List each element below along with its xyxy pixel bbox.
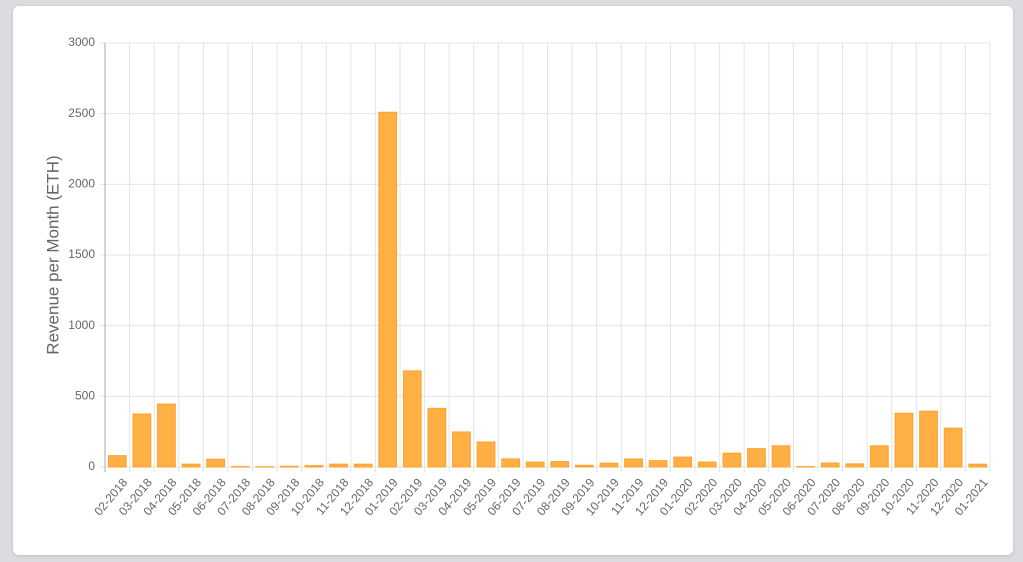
bar [550,461,570,468]
bar [845,463,865,468]
bar [870,445,889,468]
bar [747,448,766,468]
bar [943,427,963,468]
bar [181,463,201,468]
y-tick-label: 2500 [68,106,95,120]
y-axis-label: Revenue per Month (ETH) [43,155,62,354]
bar [501,458,520,468]
bar [353,463,373,468]
bar [427,407,447,468]
bar [107,455,127,468]
bar [304,465,324,468]
bar [648,460,668,468]
bar [157,403,176,468]
bar [525,461,545,468]
bar [771,445,791,468]
bar [452,431,471,468]
bar [624,458,643,468]
bar [402,370,422,468]
bar [280,465,299,468]
y-tick-label: 500 [75,389,95,403]
y-tick-label: 2000 [68,177,95,191]
bar [329,463,348,468]
bar [697,461,717,468]
bar [673,456,693,468]
bar [820,462,840,468]
bar [919,410,938,468]
y-tick-label: 1500 [68,247,95,261]
bar [575,464,594,468]
bar [968,463,988,468]
bar [206,458,225,468]
bar [894,412,914,468]
bar [378,111,398,468]
bar [722,452,742,468]
bar [476,441,496,468]
y-tick-label: 0 [88,459,95,473]
bar [132,413,152,468]
y-tick-label: 3000 [68,35,95,49]
bar [599,462,619,468]
y-tick-label: 1000 [68,318,95,332]
